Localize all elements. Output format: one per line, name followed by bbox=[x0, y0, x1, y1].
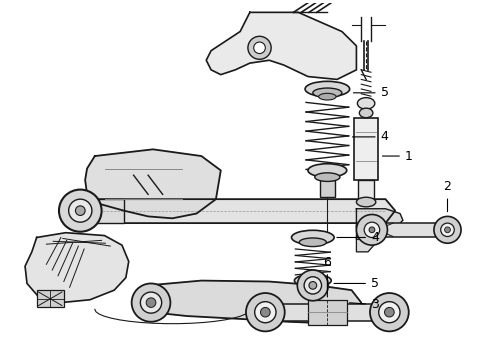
Text: 6: 6 bbox=[323, 256, 331, 297]
Circle shape bbox=[441, 223, 454, 237]
Circle shape bbox=[385, 307, 394, 317]
Circle shape bbox=[59, 190, 101, 232]
Circle shape bbox=[444, 227, 450, 233]
Bar bbox=[308, 300, 347, 325]
Text: 4: 4 bbox=[352, 130, 389, 143]
Text: 5: 5 bbox=[353, 86, 389, 99]
Circle shape bbox=[69, 199, 92, 222]
Circle shape bbox=[132, 283, 171, 322]
Text: 5: 5 bbox=[334, 277, 379, 290]
Circle shape bbox=[248, 36, 271, 59]
Bar bbox=[37, 290, 64, 307]
Bar bbox=[384, 223, 437, 237]
Polygon shape bbox=[138, 280, 361, 324]
Bar bbox=[358, 180, 374, 199]
Circle shape bbox=[379, 302, 400, 323]
Polygon shape bbox=[356, 209, 403, 228]
Bar bbox=[95, 199, 124, 223]
Ellipse shape bbox=[313, 88, 342, 98]
Text: 4: 4 bbox=[337, 231, 379, 244]
Circle shape bbox=[75, 206, 85, 215]
Ellipse shape bbox=[318, 93, 336, 100]
Ellipse shape bbox=[294, 274, 331, 287]
Ellipse shape bbox=[299, 238, 326, 247]
Circle shape bbox=[261, 307, 270, 317]
Circle shape bbox=[434, 216, 461, 243]
Bar bbox=[279, 303, 376, 321]
Polygon shape bbox=[356, 226, 386, 239]
Ellipse shape bbox=[305, 81, 350, 96]
Ellipse shape bbox=[359, 108, 373, 118]
Circle shape bbox=[304, 277, 321, 294]
Circle shape bbox=[254, 42, 266, 54]
Circle shape bbox=[146, 298, 156, 307]
Polygon shape bbox=[95, 199, 395, 223]
Text: 3: 3 bbox=[349, 298, 379, 311]
Polygon shape bbox=[206, 12, 356, 80]
Circle shape bbox=[356, 215, 388, 245]
Ellipse shape bbox=[356, 197, 376, 207]
Ellipse shape bbox=[292, 230, 334, 245]
Circle shape bbox=[297, 270, 328, 301]
Circle shape bbox=[309, 282, 317, 289]
Circle shape bbox=[369, 227, 375, 233]
Bar bbox=[354, 118, 378, 180]
Ellipse shape bbox=[315, 173, 340, 181]
Polygon shape bbox=[85, 149, 221, 218]
Text: 2: 2 bbox=[443, 180, 451, 212]
Text: 1: 1 bbox=[383, 149, 413, 163]
Circle shape bbox=[255, 302, 276, 323]
Ellipse shape bbox=[301, 282, 324, 289]
Polygon shape bbox=[356, 238, 374, 252]
Bar bbox=[319, 180, 335, 197]
Circle shape bbox=[140, 292, 162, 313]
Circle shape bbox=[370, 293, 409, 331]
Ellipse shape bbox=[357, 98, 375, 109]
Polygon shape bbox=[25, 233, 129, 303]
Circle shape bbox=[246, 293, 285, 331]
Ellipse shape bbox=[308, 164, 347, 177]
Circle shape bbox=[364, 222, 380, 238]
